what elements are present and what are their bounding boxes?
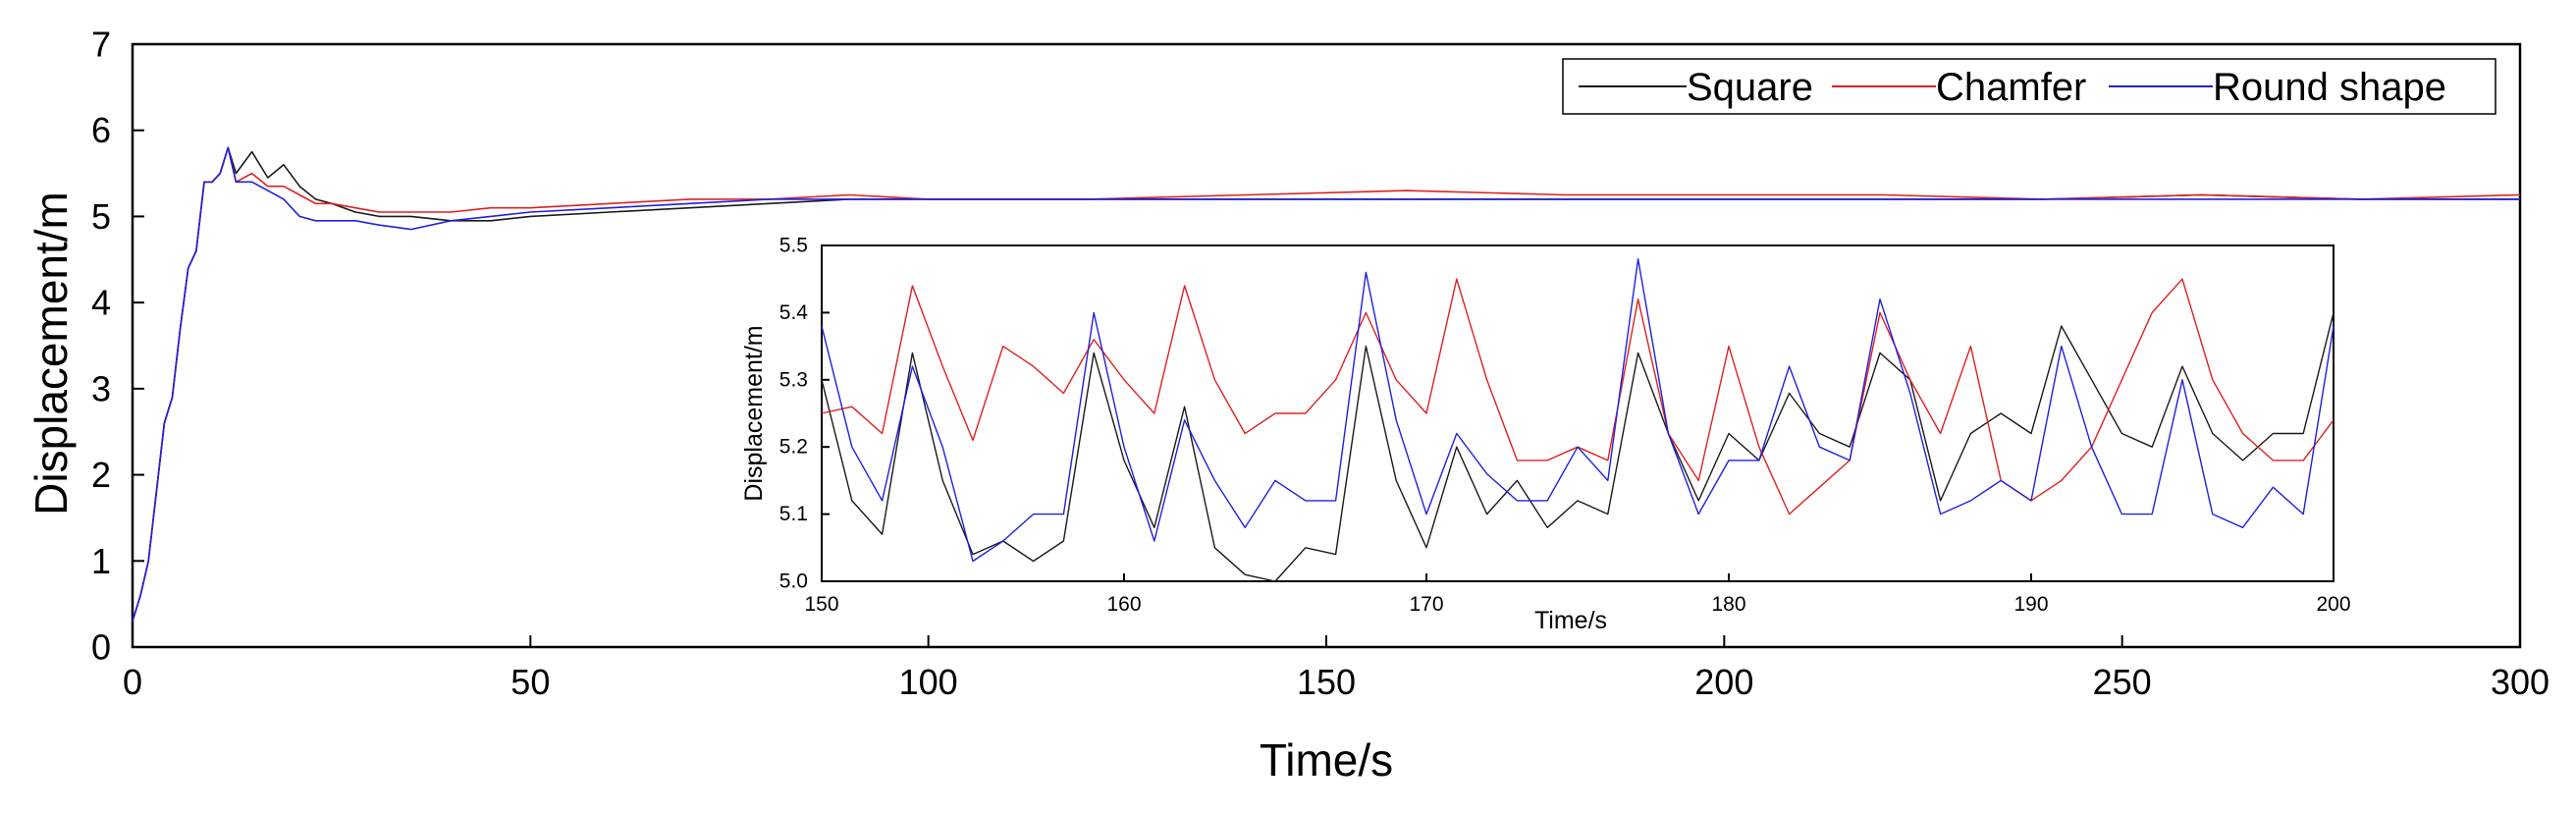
- inset-x-axis: 150 160 170 180 190 200: [804, 573, 2351, 616]
- inset-y-tick-label: 5.0: [779, 570, 808, 593]
- main-y-tick-label: 3: [91, 368, 111, 408]
- legend-label-chamfer: Chamfer: [1936, 66, 2086, 109]
- main-x-tick-label: 300: [2491, 662, 2549, 702]
- main-y-tick-label: 5: [91, 196, 111, 237]
- inset-series-round-shape: [821, 258, 2334, 563]
- legend-label-round-shape: Round shape: [2213, 66, 2446, 109]
- inset-x-tick-label: 180: [1711, 593, 1745, 616]
- inset-y-axis-label: Displacement/m: [740, 325, 768, 501]
- main-x-tick-label: 100: [899, 662, 958, 702]
- main-x-axis: 0 50 100 150 200 250 300: [123, 635, 2549, 702]
- legend-label-square: Square: [1687, 66, 1813, 109]
- inset-x-tick-label: 190: [2013, 593, 2048, 616]
- main-chart: 0 1 2 3 4 5 6 7 0 50 100 150 200 250 300 Time/s Displ…: [26, 25, 2549, 786]
- main-y-tick-label: 1: [91, 541, 111, 581]
- inset-chart: 5.0 5.1 5.2 5.3 5.4 5.5 150 160 170 180 190 200 Ti…: [740, 235, 2351, 635]
- inset-y-tick-label: 5.3: [779, 368, 808, 391]
- main-y-tick-label: 6: [91, 110, 111, 150]
- inset-x-tick-label: 160: [1106, 593, 1141, 616]
- inset-series-group: [821, 258, 2334, 582]
- main-y-tick-label: 4: [91, 283, 111, 323]
- main-series-group: [132, 146, 2521, 622]
- main-x-tick-label: 200: [1694, 662, 1753, 702]
- main-series-round-shape: [132, 146, 2520, 622]
- inset-x-axis-label: Time/s: [1534, 607, 1607, 634]
- main-x-tick-label: 250: [2093, 662, 2152, 702]
- inset-x-tick-label: 150: [804, 593, 838, 616]
- main-y-axis-label: Displacement/m: [26, 191, 77, 515]
- inset-y-tick-label: 5.2: [779, 436, 808, 459]
- inset-x-tick-label: 170: [1409, 593, 1443, 616]
- inset-y-tick-label: 5.4: [779, 301, 809, 324]
- main-y-tick-label: 2: [91, 455, 111, 495]
- main-y-tick-label: 0: [91, 627, 111, 668]
- main-x-tick-label: 50: [510, 662, 550, 702]
- main-x-tick-label: 0: [123, 662, 142, 702]
- inset-series-square: [821, 312, 2334, 582]
- main-x-tick-label: 150: [1297, 662, 1356, 702]
- inset-x-tick-label: 200: [2316, 593, 2350, 616]
- inset-y-tick-label: 5.1: [779, 503, 808, 525]
- inset-y-tick-label: 5.5: [779, 235, 808, 257]
- legend: Square Chamfer Round shape: [1562, 58, 2496, 115]
- legend-box: [1562, 58, 2496, 115]
- main-y-axis: 0 1 2 3 4 5 6 7: [91, 25, 144, 668]
- main-x-axis-label: Time/s: [1260, 734, 1393, 786]
- main-y-tick-label: 7: [91, 25, 111, 65]
- inset-y-axis: 5.0 5.1 5.2 5.3 5.4 5.5: [779, 235, 830, 593]
